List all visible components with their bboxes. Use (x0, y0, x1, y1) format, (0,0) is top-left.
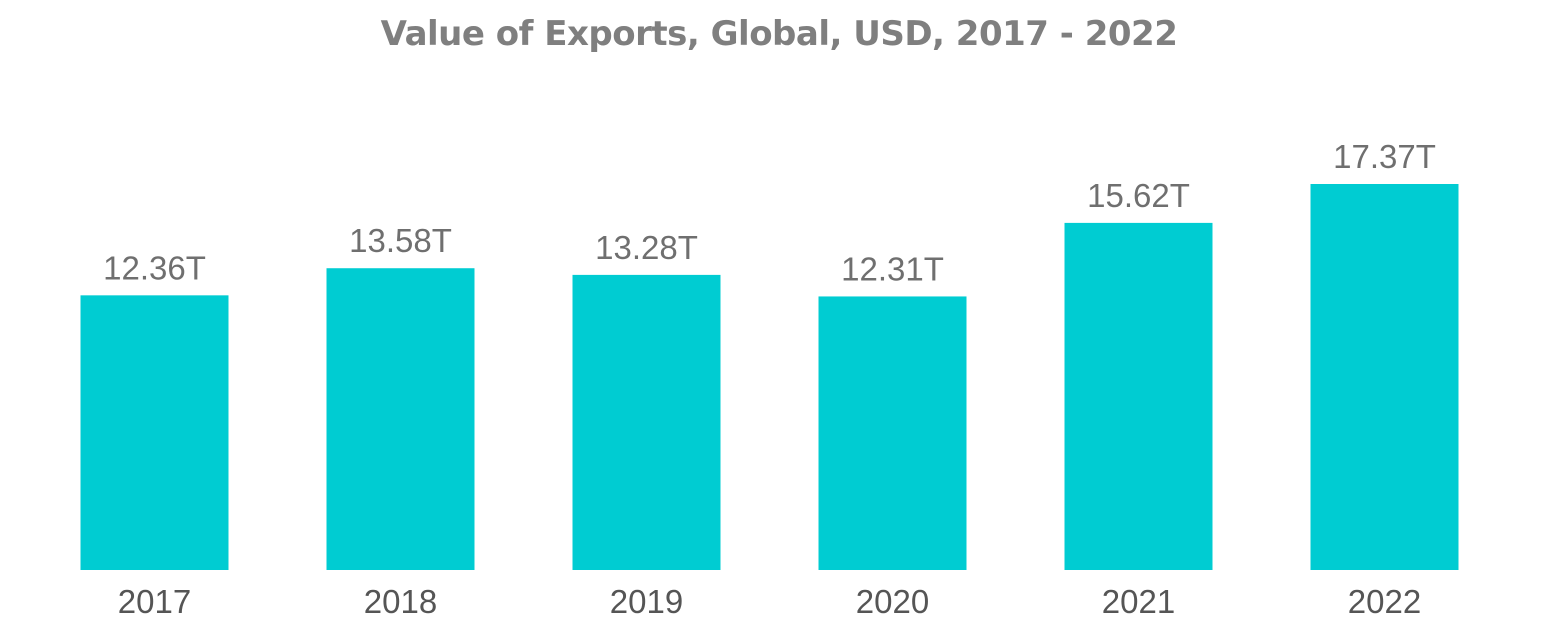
bar-2021 (1064, 222, 1213, 570)
x-tick-2019: 2019 (610, 583, 683, 620)
data-label-2021: 15.62T (1087, 177, 1190, 214)
bar-2022 (1310, 184, 1459, 570)
data-label-2017: 12.36T (103, 249, 206, 286)
data-label-2018: 13.58T (349, 222, 452, 259)
chart-title: Value of Exports, Global, USD, 2017 - 20… (380, 14, 1178, 54)
bar-2018 (326, 268, 475, 570)
data-labels-layer: 12.36T 13.58T 13.28T 12.31T 15.62T 17.37T (103, 138, 1436, 287)
x-tick-2017: 2017 (118, 583, 191, 620)
bar-2017 (80, 295, 229, 570)
bar-2020 (818, 296, 967, 570)
data-label-2019: 13.28T (595, 229, 698, 266)
x-tick-2020: 2020 (856, 583, 929, 620)
x-tick-2022: 2022 (1348, 583, 1421, 620)
data-label-2022: 17.37T (1333, 138, 1436, 175)
x-axis-ticks: 2017 2018 2019 2020 2021 2022 (118, 583, 1421, 620)
bar-2019 (572, 274, 721, 570)
bars-layer (80, 184, 1459, 570)
data-label-2020: 12.31T (841, 250, 944, 287)
x-tick-2021: 2021 (1102, 583, 1175, 620)
x-tick-2018: 2018 (364, 583, 437, 620)
